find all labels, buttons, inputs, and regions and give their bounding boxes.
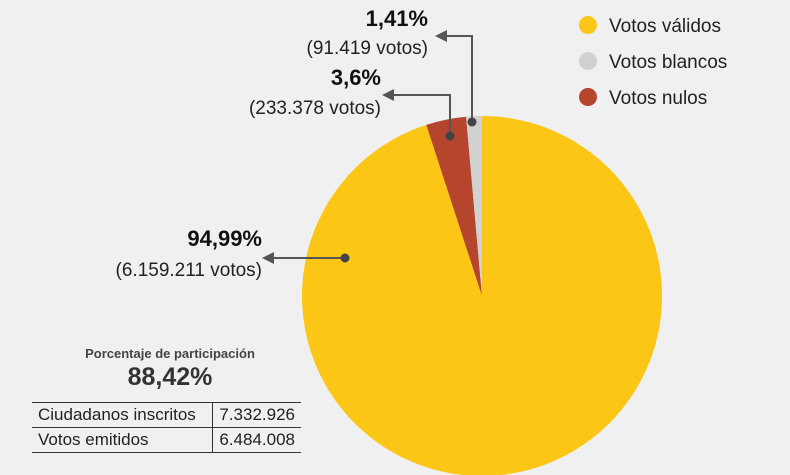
legend-label-blancos: Votos blancos (609, 52, 727, 73)
participation-table: Ciudadanos inscritos 7.332.926 Votos emi… (32, 402, 301, 453)
row-name: Ciudadanos inscritos (32, 402, 213, 428)
data-label-pct-validos: 94,99% (187, 226, 262, 251)
legend-label-validos: Votos válidos (609, 16, 721, 37)
legend-swatch-nulos (579, 88, 597, 106)
arrow-icon (382, 89, 394, 101)
table-row: Votos emitidos 6.484.008 (32, 427, 301, 453)
data-label-votes-blancos: (91.419 votos) (307, 38, 428, 59)
arrow-icon (435, 30, 447, 42)
participation-value: 88,42% (127, 363, 213, 391)
row-name: Votos emitidos (32, 427, 213, 453)
row-value: 6.484.008 (212, 427, 301, 453)
pie-slice-validos (302, 116, 662, 475)
legend-swatch-validos (579, 16, 597, 34)
legend-swatch-blancos (579, 52, 597, 70)
callout-line-nulos (392, 94, 451, 136)
data-label-pct-blancos: 1,41% (366, 6, 428, 31)
table-row: Ciudadanos inscritos 7.332.926 (32, 402, 301, 428)
callout-line-blancos (445, 35, 473, 122)
callout-dot-validos (340, 253, 350, 263)
data-label-votes-validos: (6.159.211 votos) (116, 260, 262, 281)
pie-slice-blancos (466, 116, 482, 296)
legend-label-nulos: Votos nulos (609, 88, 707, 109)
participation-box: Porcentaje de participación 88,42% (32, 346, 308, 392)
arrow-icon (262, 252, 274, 264)
data-label-votes-nulos: (233.378 votos) (249, 98, 381, 119)
callout-dot-blancos (467, 117, 477, 127)
legend: Votos válidos Votos blancos Votos nulos (579, 16, 727, 109)
pie-slice-nulos (426, 116, 482, 296)
row-value: 7.332.926 (212, 402, 301, 428)
callout-dot-nulos (445, 131, 455, 141)
data-label-pct-nulos: 3,6% (331, 65, 381, 90)
participation-title: Porcentaje de participación (85, 346, 255, 361)
